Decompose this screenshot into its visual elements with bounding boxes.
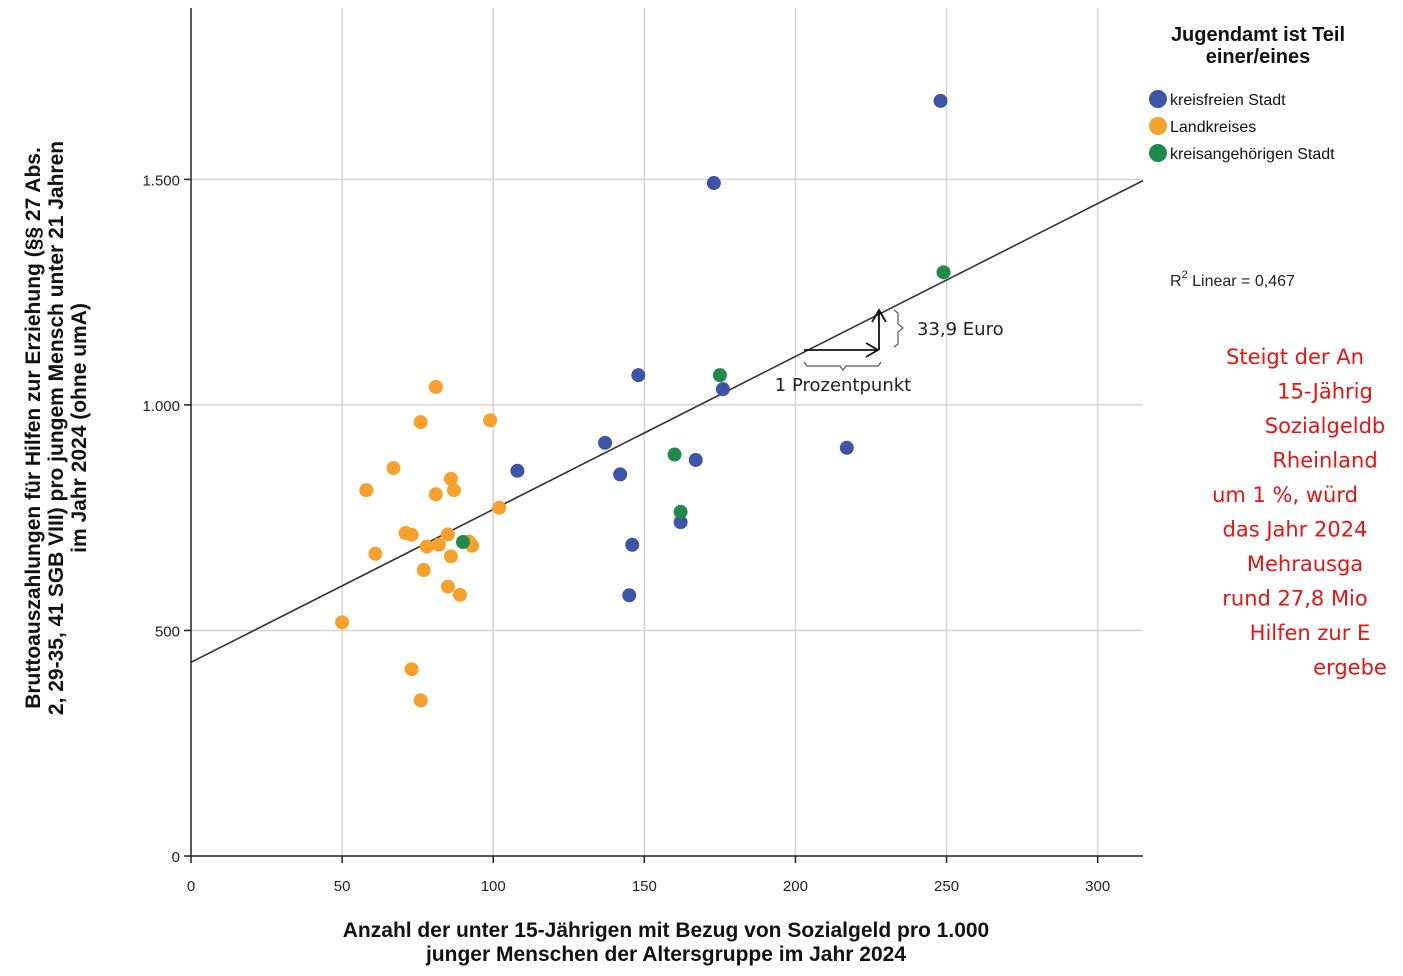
legend-label: Landkreises — [1170, 119, 1256, 136]
data-point — [598, 435, 613, 450]
data-point — [404, 527, 419, 542]
legend-marker — [1149, 90, 1167, 108]
data-point — [715, 382, 730, 397]
data-point — [386, 461, 401, 476]
regression-line-group — [190, 179, 1144, 664]
explanatory-note-line: rund 27,8 Mio — [1222, 587, 1368, 611]
x-tick-label: 250 — [934, 878, 959, 895]
legend: Jugendamt ist Teil einer/eines kreisfreie… — [1149, 24, 1345, 163]
data-point — [428, 379, 443, 394]
axes — [184, 8, 1143, 863]
data-point — [933, 93, 948, 108]
legend-label: kreisangehörigen Stadt — [1170, 146, 1335, 163]
data-point — [431, 537, 446, 552]
data-point — [413, 693, 428, 708]
legend-items: kreisfreien Stadt Landkreises kreisangehör… — [1149, 90, 1335, 163]
data-point — [368, 546, 383, 561]
grid-lines — [191, 8, 1143, 856]
x-tick-label: 300 — [1085, 878, 1110, 895]
y-tick-labels: 0 500 1.000 1.500 — [142, 172, 180, 866]
data-point — [452, 587, 467, 602]
legend-title-line: Jugendamt ist Teil — [1171, 24, 1345, 46]
x-tick-label: 0 — [187, 878, 195, 895]
regression-line — [190, 179, 1144, 664]
explanatory-note-line: 15-Jährig — [1277, 380, 1373, 404]
x-axis-title: Anzahl der unter 15-Jährigen mit Bezug v… — [343, 919, 989, 966]
legend-marker — [1149, 117, 1167, 135]
data-point — [625, 537, 640, 552]
x-tick-label: 150 — [632, 878, 657, 895]
data-point — [456, 535, 470, 550]
data-point — [443, 549, 458, 564]
data-point — [440, 527, 455, 542]
data-point — [419, 539, 434, 554]
data-point — [492, 500, 507, 515]
data-point — [622, 588, 637, 603]
y-tick-label: 500 — [155, 623, 180, 640]
data-point — [688, 452, 703, 467]
delta-x-label: 1 Prozentpunkt — [775, 375, 911, 396]
data-point — [359, 483, 374, 498]
data-point — [416, 563, 431, 578]
explanatory-note-line: Mehrausga — [1247, 552, 1363, 576]
x-tick-label: 200 — [783, 878, 808, 895]
explanatory-note-line: das Jahr 2024 — [1223, 518, 1368, 542]
y-tick-label: 0 — [172, 849, 180, 866]
legend-item: kreisfreien Stadt — [1149, 90, 1286, 109]
explanatory-note-line: ergebe — [1313, 656, 1387, 680]
data-point — [631, 368, 646, 383]
legend-item: Landkreises — [1149, 117, 1256, 136]
delta-x-brace — [803, 361, 882, 371]
data-point — [510, 463, 525, 478]
data-point — [936, 265, 951, 280]
x-tick-label: 50 — [334, 878, 351, 895]
data-point — [440, 579, 455, 594]
data-point — [443, 471, 458, 486]
x-axis-title-line: junger Menschen der Altersgruppe im Jahr… — [425, 943, 906, 966]
slope-annotation: 33,9 Euro 1 Prozentpunkt — [775, 308, 1004, 396]
delta-y-arrowhead — [871, 308, 887, 323]
data-point — [404, 662, 419, 677]
legend-title: Jugendamt ist Teil einer/eines — [1171, 24, 1345, 68]
legend-item: kreisangehörigen Stadt — [1149, 144, 1335, 163]
data-point — [483, 413, 498, 428]
delta-y-brace — [893, 309, 904, 348]
data-point — [428, 487, 443, 502]
delta-y-label: 33,9 Euro — [917, 319, 1004, 340]
explanatory-note-line: Hilfen zur E — [1250, 621, 1371, 645]
data-point — [673, 504, 688, 519]
y-axis-title: Bruttoauszahlungen für Hilfen zur Erzieh… — [22, 141, 91, 715]
legend-title-line: einer/eines — [1206, 46, 1311, 68]
data-point — [706, 176, 721, 191]
r-squared-label: R2 Linear = 0,467 — [1170, 269, 1295, 290]
data-points — [335, 93, 951, 708]
x-tick-labels: 0 50 100 150 200 250 300 — [187, 878, 1110, 895]
y-tick-label: 1.000 — [142, 398, 180, 415]
x-tick-label: 100 — [481, 878, 506, 895]
data-point — [335, 615, 350, 630]
y-axis-title-line: im Jahr 2024 (ohne umA) — [68, 303, 91, 553]
y-axis-title-line: 2, 29-35, 41 SGB VIII) pro jungem Mensch… — [45, 141, 68, 715]
x-axis-title-line: Anzahl der unter 15-Jährigen mit Bezug v… — [343, 919, 989, 942]
explanatory-note-line: Rheinland — [1272, 449, 1377, 473]
data-point — [446, 483, 461, 498]
delta-x-arrowhead — [865, 342, 880, 358]
legend-label: kreisfreien Stadt — [1170, 92, 1286, 109]
data-point — [613, 467, 628, 482]
explanatory-note: Steigt der An 15-Jährig Sozialgeldb Rheinla… — [1212, 345, 1387, 680]
explanatory-note-line: Sozialgeldb — [1265, 414, 1385, 438]
data-point — [839, 440, 854, 455]
y-tick-label: 1.500 — [142, 172, 180, 189]
legend-marker — [1149, 144, 1167, 162]
data-point — [673, 515, 688, 530]
data-point — [712, 368, 727, 383]
y-axis-title-line: Bruttoauszahlungen für Hilfen zur Erzieh… — [22, 147, 45, 709]
explanatory-note-line: Steigt der An — [1226, 345, 1364, 369]
data-point — [667, 447, 682, 462]
explanatory-note-line: um 1 %, würd — [1212, 483, 1358, 507]
data-point — [413, 415, 428, 430]
